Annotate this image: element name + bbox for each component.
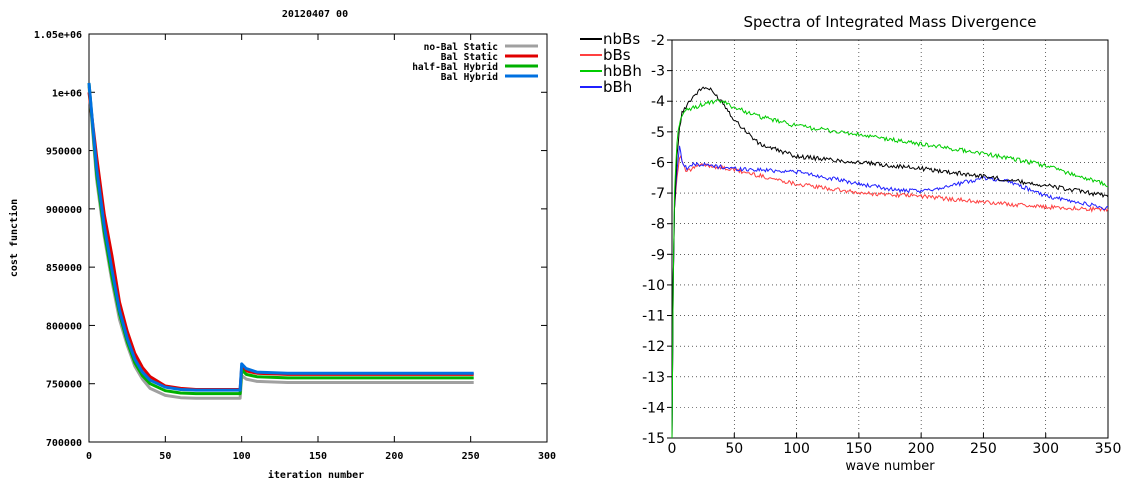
spectra-y-tick-label: -4 — [651, 94, 665, 110]
cost-chart-ylabel: cost function — [8, 199, 20, 277]
spectra-y-tick-label: -14 — [642, 400, 665, 416]
cost-y-tick-label: 1.05e+06 — [34, 30, 82, 41]
spectra-y-tick-label: -11 — [642, 309, 665, 325]
spectra-series-line — [671, 99, 1109, 439]
cost-y-tick-label: 800000 — [46, 321, 82, 332]
cost-chart-series — [87, 82, 474, 400]
cost-legend-label: Bal Static — [441, 52, 498, 63]
cost-series-line — [87, 92, 474, 391]
cost-x-tick-label: 150 — [309, 451, 327, 462]
spectra-y-tick-label: -5 — [651, 125, 665, 141]
spectra-y-tick-label: -10 — [642, 278, 665, 294]
spectra-x-tick-label: 200 — [908, 441, 935, 457]
spectra-y-tick-label: -6 — [651, 155, 665, 171]
spectra-series-line — [671, 145, 1109, 439]
cost-chart-xlabel: iteration number — [268, 469, 364, 481]
cost-series-line — [87, 82, 474, 392]
cost-legend-label: Bal Hybrid — [441, 72, 498, 83]
spectra-y-tick-label: -12 — [642, 339, 665, 355]
spectra-y-tick-label: -13 — [642, 370, 665, 386]
cost-y-tick-label: 750000 — [46, 380, 82, 391]
cost-x-tick-label: 50 — [159, 451, 171, 462]
cost-y-tick-label: 950000 — [46, 147, 82, 158]
spectra-chart-xlabel: wave number — [845, 459, 935, 474]
cost-chart-title: 20120407 00 — [282, 9, 348, 20]
spectra-y-tick-label: -7 — [651, 186, 665, 202]
cost-series-line — [87, 82, 474, 396]
spectra-x-tick-label: 0 — [668, 441, 677, 457]
spectra-x-tick-label: 350 — [1095, 441, 1122, 457]
spectra-y-tick-label: -15 — [642, 431, 665, 447]
spectra-chart: Spectra of Integrated Mass Divergence 0 5… — [580, 13, 1121, 474]
spectra-chart-grid — [672, 40, 1108, 438]
spectra-chart-frame — [671, 39, 1109, 439]
spectra-legend-label: nbBs — [603, 30, 640, 48]
spectra-chart-series — [671, 86, 1109, 439]
spectra-series-line — [671, 154, 1109, 439]
spectra-legend-label: hbBh — [603, 62, 642, 80]
spectra-y-tick-label: -2 — [651, 33, 665, 49]
cost-x-tick-label: 100 — [233, 451, 251, 462]
spectra-series-line — [671, 86, 1109, 439]
cost-x-tick-label: 200 — [385, 451, 403, 462]
spectra-legend-label: bBh — [603, 78, 632, 96]
spectra-x-tick-label: 150 — [845, 441, 872, 457]
cost-x-tick-label: 250 — [462, 451, 480, 462]
cost-series-line — [87, 86, 474, 400]
cost-x-tick-label: 0 — [86, 451, 92, 462]
spectra-y-tick-label: -9 — [651, 247, 665, 263]
cost-y-tick-label: 900000 — [46, 205, 82, 216]
cost-y-tick-label: 1e+06 — [52, 88, 82, 99]
spectra-chart-title: Spectra of Integrated Mass Divergence — [743, 13, 1036, 31]
spectra-x-tick-label: 100 — [783, 441, 810, 457]
spectra-y-tick-label: -8 — [651, 217, 665, 233]
cost-chart-axes: 0 50 100 150 200 250 300 700000 750000 800000 8500… — [34, 30, 556, 462]
cost-legend-label: no-Bal Static — [424, 42, 498, 53]
spectra-x-tick-label: 250 — [970, 441, 997, 457]
spectra-legend-label: bBs — [603, 46, 631, 64]
cost-function-chart: 20120407 00 0 50 100 150 200 250 300 700000 7500… — [8, 9, 556, 481]
spectra-y-tick-label: -3 — [651, 64, 665, 80]
cost-x-tick-label: 300 — [538, 451, 556, 462]
cost-y-tick-label: 700000 — [46, 438, 82, 449]
cost-legend-label: half-Bal Hybrid — [412, 62, 498, 73]
spectra-x-tick-label: 300 — [1032, 441, 1059, 457]
cost-y-tick-label: 850000 — [46, 263, 82, 274]
spectra-x-tick-label: 50 — [725, 441, 743, 457]
spectra-chart-axes: 0 50 100 150 200 250 300 350 -15 -14 -13 -12 -11 -10 -… — [642, 33, 1121, 457]
